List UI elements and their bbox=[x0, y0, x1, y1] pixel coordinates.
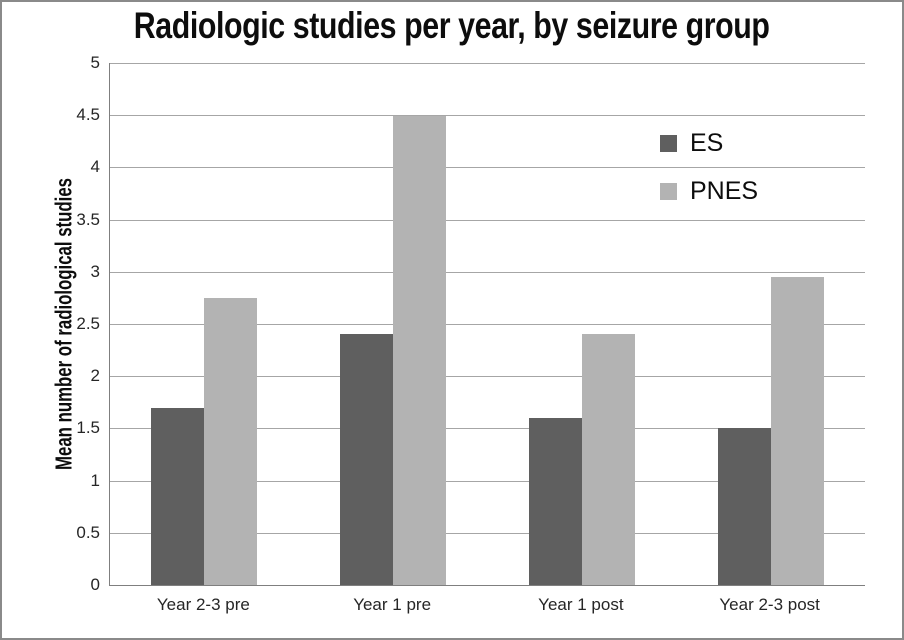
gridline bbox=[110, 220, 865, 221]
y-tick-label-1: 1 bbox=[90, 471, 100, 490]
gridline bbox=[110, 63, 865, 64]
bar-group-1 bbox=[110, 63, 299, 585]
bar-pnes-1 bbox=[204, 298, 258, 585]
category-label: Year 1 post bbox=[538, 595, 624, 614]
gridline bbox=[110, 272, 865, 273]
gridline bbox=[110, 481, 865, 482]
legend-label-es: ES bbox=[690, 129, 724, 157]
gridline bbox=[110, 376, 865, 377]
bar-pnes-2 bbox=[393, 116, 447, 585]
bar-es-2 bbox=[340, 334, 394, 585]
bar-group-2 bbox=[299, 63, 488, 585]
y-axis-tick-labels: 0 0.5 1 1.5 2 2.5 3 3.5 4 4.5 5 bbox=[2, 53, 100, 594]
chart-title-text: Radiologic studies per year, by seizure … bbox=[134, 5, 770, 46]
y-tick-label-3.5: 3.5 bbox=[76, 210, 100, 229]
y-tick-label-5: 5 bbox=[90, 53, 100, 72]
legend-item-es: ES bbox=[660, 131, 758, 156]
legend-item-pnes: PNES bbox=[660, 179, 758, 204]
legend: ES PNES bbox=[660, 131, 758, 204]
chart-title: Radiologic studies per year, by seizure … bbox=[2, 5, 902, 47]
y-tick-label-2.5: 2.5 bbox=[76, 314, 100, 333]
gridline bbox=[110, 533, 865, 534]
y-tick-label-0.5: 0.5 bbox=[76, 523, 100, 542]
bar-pnes-3 bbox=[581, 334, 635, 585]
y-tick-label-4.5: 4.5 bbox=[76, 105, 100, 124]
category-label: Year 2-3 pre bbox=[156, 595, 250, 614]
bar-group-3 bbox=[488, 63, 677, 585]
plot-area bbox=[109, 63, 865, 586]
y-tick-label-0: 0 bbox=[90, 575, 100, 594]
gridline bbox=[110, 324, 865, 325]
gridline bbox=[110, 115, 865, 116]
legend-swatch-pnes bbox=[660, 183, 677, 200]
y-tick-label-3: 3 bbox=[90, 262, 100, 281]
bar-group-4 bbox=[676, 63, 865, 585]
category-label: Year 1 pre bbox=[353, 595, 432, 614]
x-axis-tick-labels: Year 2-3 pre Year 1 pre Year 1 post Year 2-… bbox=[109, 595, 864, 615]
category-label: Year 2-3 post bbox=[719, 595, 820, 614]
y-tick-label-2: 2 bbox=[90, 366, 100, 385]
gridline bbox=[110, 428, 865, 429]
legend-label-pnes: PNES bbox=[690, 177, 759, 205]
bar-es-1 bbox=[151, 408, 205, 585]
bar-pnes-4 bbox=[770, 277, 824, 585]
y-tick-label-4: 4 bbox=[90, 157, 100, 176]
y-tick-label-1.5: 1.5 bbox=[76, 418, 100, 437]
bar-es-4 bbox=[717, 428, 771, 585]
legend-swatch-es bbox=[660, 135, 677, 152]
bar-es-3 bbox=[528, 418, 582, 585]
gridline bbox=[110, 167, 865, 168]
